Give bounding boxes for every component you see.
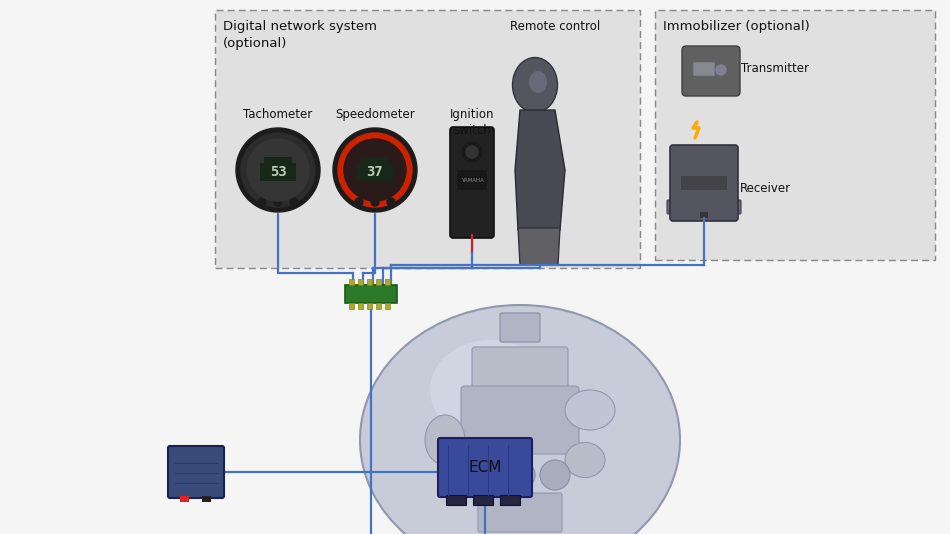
- Circle shape: [540, 460, 570, 490]
- FancyBboxPatch shape: [457, 170, 487, 190]
- Ellipse shape: [360, 305, 680, 534]
- Bar: [180, 496, 189, 502]
- Circle shape: [505, 460, 535, 490]
- FancyBboxPatch shape: [361, 157, 389, 164]
- FancyBboxPatch shape: [215, 10, 640, 268]
- Bar: [358, 303, 363, 309]
- FancyBboxPatch shape: [478, 493, 562, 532]
- Circle shape: [466, 146, 478, 158]
- Circle shape: [274, 198, 282, 206]
- Bar: [349, 279, 354, 285]
- Ellipse shape: [565, 443, 605, 477]
- FancyBboxPatch shape: [500, 313, 540, 342]
- Text: Receiver: Receiver: [740, 182, 791, 194]
- FancyBboxPatch shape: [461, 386, 579, 454]
- Bar: [367, 279, 372, 285]
- Text: 53: 53: [270, 165, 286, 179]
- Text: 37: 37: [367, 165, 384, 179]
- Text: Transmitter: Transmitter: [741, 61, 809, 75]
- Bar: [349, 303, 354, 309]
- Bar: [376, 279, 381, 285]
- FancyBboxPatch shape: [450, 127, 494, 238]
- Circle shape: [258, 198, 266, 206]
- Text: Remote control: Remote control: [510, 20, 600, 33]
- FancyBboxPatch shape: [345, 285, 397, 303]
- Bar: [376, 303, 381, 309]
- FancyBboxPatch shape: [438, 438, 532, 497]
- FancyBboxPatch shape: [655, 10, 935, 260]
- Polygon shape: [518, 228, 560, 265]
- Circle shape: [241, 133, 315, 207]
- Text: Tachometer: Tachometer: [243, 108, 313, 121]
- Ellipse shape: [430, 340, 550, 440]
- Circle shape: [470, 460, 500, 490]
- Bar: [385, 303, 390, 309]
- Circle shape: [344, 139, 406, 201]
- Circle shape: [462, 142, 482, 162]
- Circle shape: [236, 128, 320, 212]
- Ellipse shape: [425, 415, 465, 465]
- Bar: [367, 303, 372, 309]
- Text: ECM: ECM: [468, 460, 502, 475]
- FancyBboxPatch shape: [168, 446, 224, 498]
- FancyBboxPatch shape: [446, 495, 466, 505]
- Circle shape: [387, 198, 395, 206]
- Circle shape: [290, 198, 298, 206]
- Ellipse shape: [565, 390, 615, 430]
- Bar: [358, 279, 363, 285]
- Ellipse shape: [512, 58, 558, 113]
- Circle shape: [355, 198, 363, 206]
- Text: Immobilizer (optional): Immobilizer (optional): [663, 20, 809, 33]
- Polygon shape: [515, 110, 565, 240]
- FancyBboxPatch shape: [264, 157, 292, 164]
- Text: Speedometer: Speedometer: [335, 108, 415, 121]
- Text: Digital network system
(optional): Digital network system (optional): [223, 20, 377, 50]
- Bar: [385, 279, 390, 285]
- Bar: [202, 496, 211, 502]
- Circle shape: [333, 128, 417, 212]
- Circle shape: [371, 198, 379, 206]
- Text: Ignition
switch: Ignition switch: [449, 108, 494, 137]
- Circle shape: [338, 133, 412, 207]
- Ellipse shape: [529, 71, 547, 93]
- Circle shape: [716, 65, 726, 75]
- FancyBboxPatch shape: [693, 62, 715, 76]
- FancyBboxPatch shape: [682, 46, 740, 96]
- FancyBboxPatch shape: [681, 176, 727, 190]
- FancyBboxPatch shape: [667, 200, 741, 214]
- FancyBboxPatch shape: [670, 145, 738, 221]
- Circle shape: [247, 139, 309, 201]
- FancyBboxPatch shape: [472, 347, 568, 393]
- FancyBboxPatch shape: [500, 495, 520, 505]
- Text: YAMAHA: YAMAHA: [461, 177, 484, 183]
- Bar: [700, 212, 708, 218]
- FancyBboxPatch shape: [260, 163, 296, 181]
- FancyBboxPatch shape: [473, 495, 493, 505]
- FancyBboxPatch shape: [357, 163, 393, 181]
